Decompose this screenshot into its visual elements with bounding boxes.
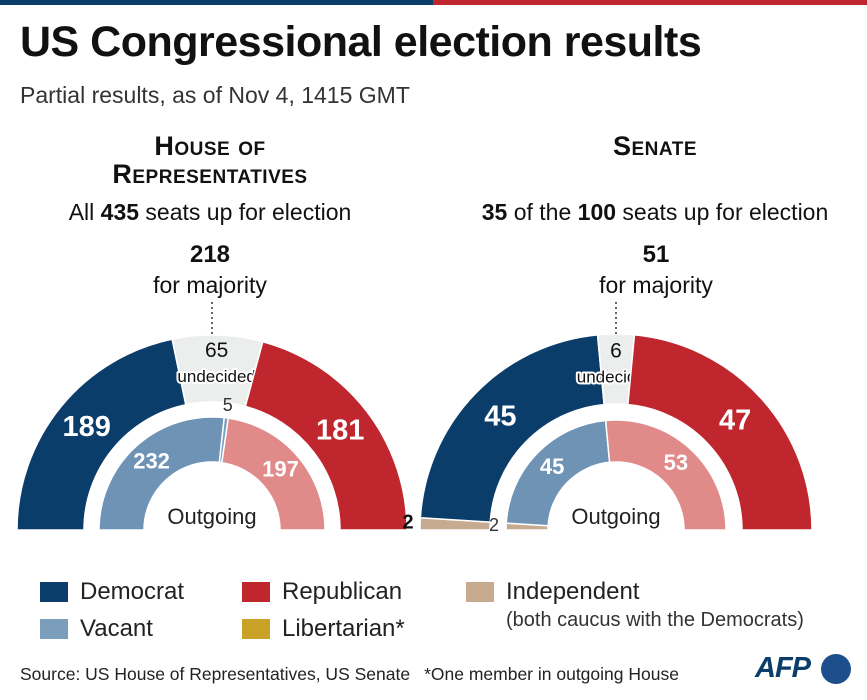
legend-label-democrat: Democrat <box>80 578 185 605</box>
page-title: US Congressional election results <box>20 18 702 66</box>
legend-label-republican: Republican <box>282 578 403 605</box>
legend-swatch-libertarian <box>242 619 270 639</box>
senate-seats-post: seats up for election <box>616 199 829 225</box>
top-bar-blue <box>0 0 433 5</box>
senate-inner-democrat-value: 45 <box>540 454 564 479</box>
house-outgoing-label: Outgoing <box>167 504 256 529</box>
footer-source: Source: US House of Representatives, US … <box>20 664 679 685</box>
legend-swatch-independent <box>466 582 494 602</box>
house-outer-republican-segment <box>244 340 408 531</box>
senate-seats-mid: of the <box>507 199 578 225</box>
house-seats-line: All 435 seats up for election <box>30 199 390 226</box>
house-seats-pre: All <box>68 199 101 225</box>
legend-label-vacant: Vacant <box>80 615 153 642</box>
senate-seats-num2: 100 <box>577 199 617 225</box>
house-inner-democrat-segment <box>98 416 226 531</box>
house-seats-post: seats up for election <box>139 199 352 225</box>
senate-outgoing-label: Outgoing <box>571 504 660 529</box>
house-seats-num: 435 <box>100 199 140 225</box>
top-bar-red <box>433 0 867 5</box>
house-outer-republican-value: 181 <box>316 414 364 446</box>
senate-majority-number: 51 <box>642 241 670 268</box>
senate-seats-num1: 35 <box>481 199 508 225</box>
house-title-line1: House of <box>154 131 266 161</box>
source-text: Source: US House of Representatives, US … <box>20 664 411 684</box>
legend-swatch-vacant <box>40 619 68 639</box>
house-inner-vacant-value: 5 <box>223 395 233 415</box>
senate-majority-label: for majority <box>599 272 713 298</box>
senate-outer-republican-value: 47 <box>719 404 751 436</box>
afp-logo-text: AFP <box>755 652 811 684</box>
house-inner-republican-segment <box>220 417 326 531</box>
house-inner-democrat-value: 232 <box>133 448 170 473</box>
senate-title: Senate <box>613 131 697 161</box>
afp-logo-dot <box>821 654 851 684</box>
house-majority: 218 for majority <box>110 240 310 300</box>
senate-inner-independent-value: 2 <box>489 515 499 535</box>
house-outer-democrat-value: 189 <box>62 411 110 443</box>
senate-outer-republican-segment <box>627 334 813 531</box>
house-majority-number: 218 <box>189 241 231 268</box>
senate-outer-independent-value: 2 <box>403 512 414 534</box>
legend-label-independent: Independent <box>506 578 640 605</box>
senate-outer-democrat-value: 45 <box>484 401 516 433</box>
house-title: House of Representatives <box>50 132 370 188</box>
house-title-line2: Representatives <box>112 159 308 189</box>
page-subtitle: Partial results, as of Nov 4, 1415 GMT <box>20 82 410 108</box>
house-undecided-label: undecided <box>177 367 255 386</box>
house-majority-label: for majority <box>153 272 267 298</box>
senate-majority: 51 for majority <box>556 240 756 300</box>
legend-swatch-republican <box>242 582 270 602</box>
legend-swatch-democrat <box>40 582 68 602</box>
footnote-text: *One member in outgoing House <box>424 664 679 684</box>
senate-inner-republican-value: 53 <box>664 450 688 475</box>
senate-inner-republican-segment <box>604 419 727 531</box>
senate-seats-line: 35 of the 100 seats up for election <box>445 199 865 226</box>
legend-note-independent: (both caucus with the Democrats) <box>506 609 804 631</box>
house-inner-republican-value: 197 <box>262 457 299 482</box>
legend-label-libertarian: Libertarian* <box>282 615 405 642</box>
house-undecided-value: 65 <box>205 339 228 362</box>
afp-logo: AFP <box>755 652 855 690</box>
senate-undecided-value: 6 <box>610 340 622 363</box>
